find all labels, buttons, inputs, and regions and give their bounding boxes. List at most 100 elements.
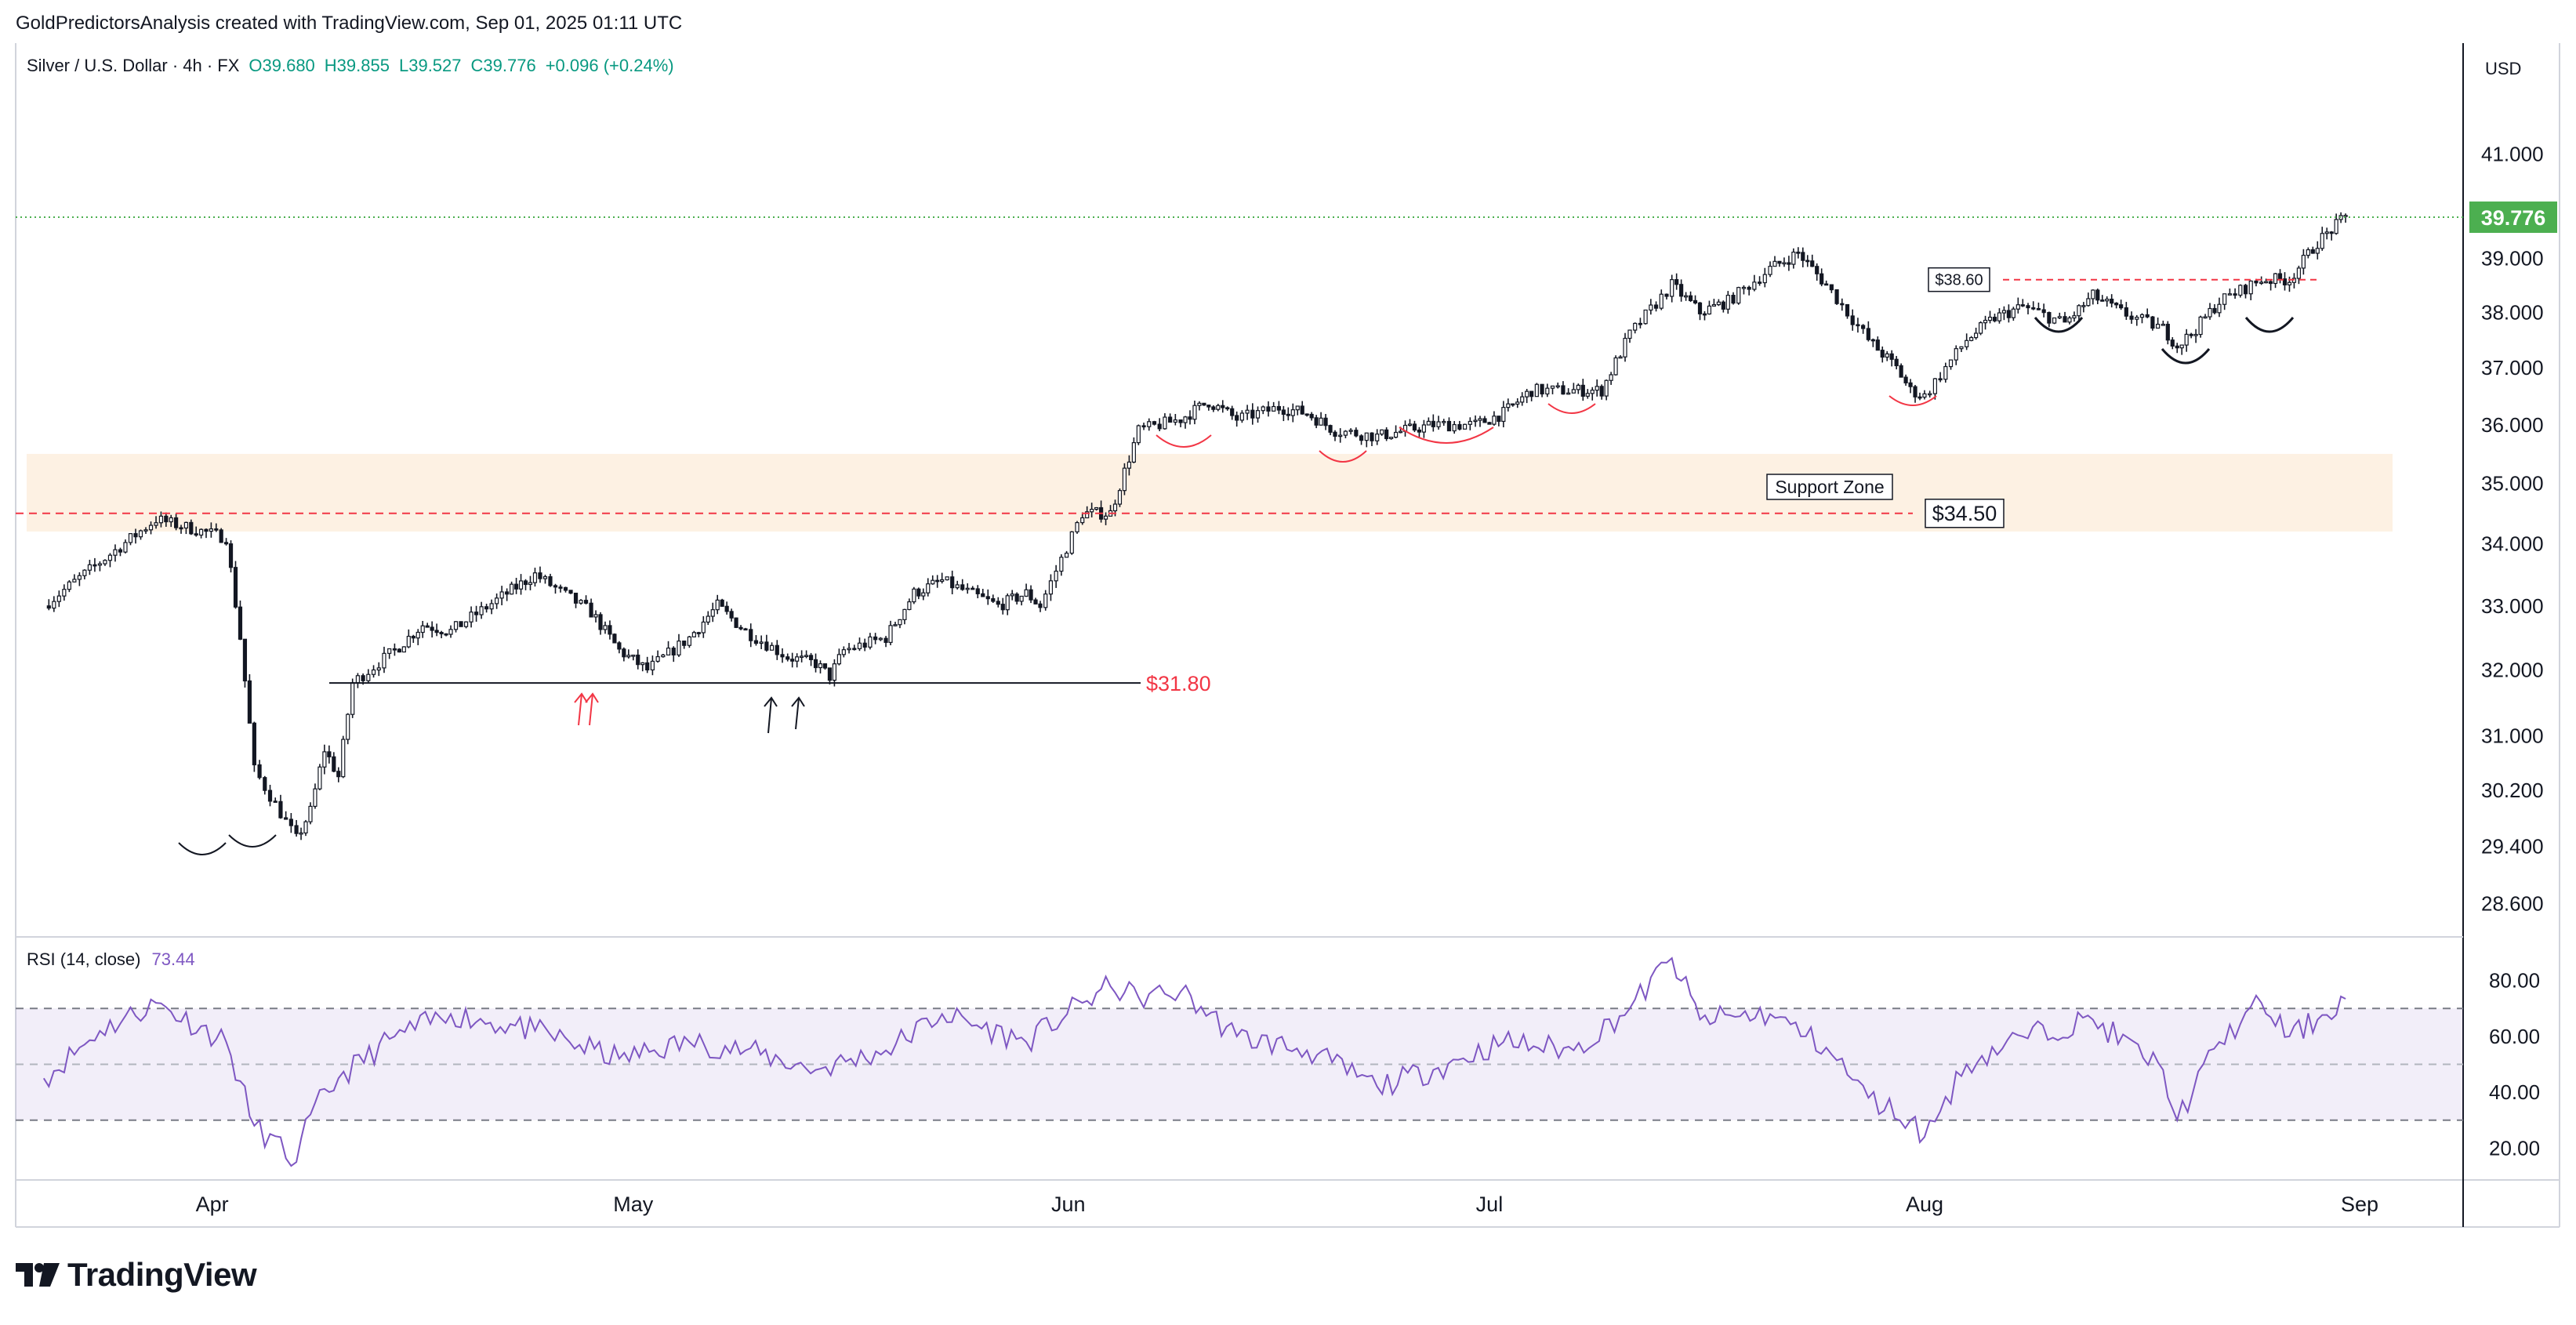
price-tick-label: 38.000 — [2481, 300, 2544, 324]
candle-body — [682, 641, 687, 646]
rsi-tick-label: 20.00 — [2489, 1136, 2540, 1160]
candle-body — [1938, 378, 1943, 381]
candle-body — [902, 608, 907, 620]
candle-body — [965, 587, 970, 590]
candle-body — [1473, 419, 1478, 423]
candle-body — [2324, 231, 2329, 234]
candle-body — [1457, 423, 1462, 430]
candle-body — [2086, 298, 2091, 307]
candle-body — [2006, 310, 2011, 318]
candle-body — [2273, 273, 2278, 285]
candle-body — [1094, 506, 1099, 510]
price-tick-label: 29.400 — [2481, 834, 2544, 858]
candle-body — [2222, 293, 2227, 305]
candle-body — [1815, 266, 1820, 274]
candle-body — [696, 632, 701, 634]
candle-body — [893, 624, 898, 626]
candle-body — [836, 654, 841, 665]
candle-body — [1796, 251, 1801, 254]
candle-body — [1782, 262, 1787, 265]
candle-body — [154, 522, 158, 526]
candle-body — [1580, 384, 1585, 397]
candle-body — [1452, 423, 1457, 432]
open-value: O39.680 — [249, 56, 315, 75]
candle-body — [1075, 521, 1079, 532]
candle-body — [1333, 431, 1337, 437]
rsi-legend[interactable]: RSI (14, close) 73.44 — [27, 949, 195, 970]
candle-body — [926, 583, 931, 594]
time-tick-label: May — [613, 1192, 654, 1216]
candle-body — [1197, 402, 1202, 406]
candle-body — [1604, 379, 1609, 397]
time-tick-label: Jun — [1051, 1192, 1086, 1216]
candle-body — [1529, 390, 1534, 398]
candle-body — [2124, 307, 2128, 317]
candle-body — [800, 655, 804, 659]
candle-body — [1354, 430, 1359, 437]
candle-body — [2233, 293, 2237, 296]
candle-body — [985, 596, 990, 600]
candle-body — [912, 588, 916, 603]
candle-body — [2269, 281, 2273, 285]
candle-body — [1442, 420, 1446, 423]
symbol-legend[interactable]: Silver / U.S. Dollar · 4h · FX O39.680 H… — [27, 56, 674, 76]
candle-body — [1866, 328, 1870, 340]
candle-body — [252, 722, 256, 766]
candle-body — [1928, 393, 1932, 396]
candle-body — [1038, 603, 1043, 608]
candle-body — [1497, 416, 1501, 423]
candle-body — [2264, 281, 2269, 284]
candle-body — [2135, 317, 2139, 320]
brand-footer[interactable]: TradingView — [16, 1256, 257, 1294]
candle-body — [1525, 390, 1529, 398]
candle-body — [2208, 307, 2212, 318]
candle-body — [1300, 405, 1304, 415]
candle-body — [1147, 421, 1152, 427]
candle-body — [2156, 324, 2161, 329]
candle-body — [626, 655, 631, 658]
candle-body — [878, 637, 883, 641]
candle-body — [128, 533, 133, 543]
candle-body — [729, 611, 734, 619]
candle-body — [2036, 307, 2041, 310]
candle-body — [284, 817, 288, 820]
candle-body — [1059, 557, 1064, 572]
black-arrow-head — [764, 696, 778, 707]
candle-body — [538, 572, 542, 579]
candle-body — [1627, 329, 1632, 339]
candle-body — [1112, 503, 1118, 512]
candle-body — [1048, 580, 1054, 595]
candle-body — [1768, 266, 1772, 275]
rsi-line — [42, 957, 2346, 1167]
candle-body — [459, 621, 463, 627]
candle-body — [2296, 267, 2302, 279]
candle-body — [1845, 303, 1850, 317]
candle-body — [1446, 420, 1452, 432]
candle-body — [2184, 333, 2189, 346]
candle-body — [1168, 416, 1173, 423]
candle-body — [1515, 401, 1520, 405]
candle-body — [1463, 423, 1468, 430]
candle-body — [975, 588, 980, 594]
candle-body — [67, 581, 71, 590]
candle-body — [382, 652, 386, 669]
candle-body — [1290, 409, 1295, 416]
candle-body — [907, 601, 912, 611]
candle-body — [1216, 405, 1221, 410]
candle-body — [1506, 403, 1511, 408]
candle-body — [818, 663, 823, 669]
candle-body — [1840, 303, 1845, 306]
candle-body — [194, 533, 198, 536]
candle-body — [77, 575, 82, 580]
candle-body — [1801, 252, 1805, 261]
candle-body — [228, 543, 234, 568]
candle-body — [332, 756, 336, 772]
candle-body — [1633, 322, 1638, 331]
currency-label[interactable]: USD — [2485, 59, 2522, 78]
candle-body — [346, 713, 350, 740]
candle-body — [113, 549, 118, 556]
price-tick-label: 32.000 — [2481, 658, 2544, 681]
candle-body — [415, 631, 420, 639]
candle-body — [1393, 431, 1399, 438]
